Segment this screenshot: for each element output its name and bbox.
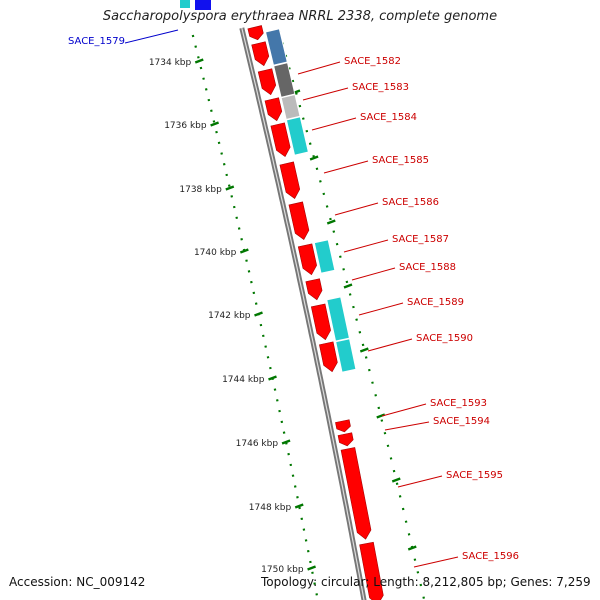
gene-label: SACE_1589 — [407, 297, 464, 308]
forward-gene-arrow — [337, 432, 354, 447]
label-leader-line — [343, 239, 389, 253]
kbp-ticks: 1734 kbp 1736 kbp 1738 kbp 1740 kbp 1742 kbp… — [149, 58, 417, 575]
forward-gene-arrow — [288, 201, 310, 240]
cyan-feature-block — [335, 338, 357, 373]
outer-tick-mark — [359, 347, 369, 353]
gene-label: SACE_1583 — [352, 82, 409, 93]
forward-gene-arrow — [319, 341, 338, 373]
topology-text: Topology: circular; Length: 8,212,805 bp… — [261, 575, 591, 589]
blue-feature-block — [265, 28, 288, 66]
blue-feature-partial — [195, 0, 211, 10]
cyan-feature-partial — [180, 0, 190, 8]
outer-tick-mark — [326, 219, 336, 225]
gene-label: SACE_1586 — [382, 197, 439, 208]
outer-tick-mark — [407, 545, 417, 551]
cyan-feature-block — [313, 239, 336, 274]
outer-tick-mark — [391, 477, 401, 483]
label-leader-line — [358, 302, 404, 316]
gene-label: SACE_1587 — [392, 234, 449, 245]
kbp-tick-label: 1750 kbp — [261, 565, 304, 575]
label-leader-line — [397, 475, 443, 488]
forward-gene-arrow — [297, 243, 317, 276]
gene-label: SACE_1588 — [399, 262, 456, 273]
forward-gene-arrow — [270, 122, 291, 158]
dark-grey-feature-block — [273, 62, 296, 98]
outer-tick-mark — [343, 283, 353, 289]
kbp-tick-mark — [225, 185, 235, 191]
forward-gene-arrow — [305, 278, 323, 301]
label-leader-line — [124, 29, 179, 44]
outer-tick-mark — [309, 155, 319, 161]
label-leader-line — [297, 61, 341, 75]
forward-gene-arrow — [247, 25, 264, 41]
forward-gene-arrow — [310, 303, 331, 341]
accession-text: Accession: NC_009142 — [9, 575, 146, 589]
label-leader-line — [323, 160, 369, 174]
label-leader-line — [302, 87, 349, 101]
label-leader-line — [334, 202, 379, 216]
kbp-tick-label: 1742 kbp — [208, 311, 251, 321]
backbone-highlight — [241, 27, 365, 600]
kbp-tick-mark — [210, 121, 220, 127]
kbp-tick-mark — [194, 58, 204, 64]
kbp-tick-mark — [307, 565, 316, 571]
label-leader-line — [351, 267, 396, 281]
gene-label: SACE_1579 — [68, 36, 125, 47]
other-features — [180, 0, 357, 373]
forward-gene-arrow — [257, 68, 277, 96]
gene-label: SACE_1596 — [462, 551, 519, 562]
diagram-title: Saccharopolyspora erythraea NRRL 2338, c… — [102, 9, 498, 24]
label-leader-line — [311, 117, 357, 131]
forward-gene-arrow — [279, 161, 301, 199]
label-leader-line — [413, 556, 459, 568]
kbp-tick-mark — [268, 375, 277, 381]
kbp-tick-mark — [239, 248, 249, 254]
kbp-tick-label: 1738 kbp — [179, 185, 222, 195]
gene-label: SACE_1585 — [372, 155, 429, 166]
kbp-tick-label: 1746 kbp — [236, 439, 279, 449]
kbp-tick-label: 1744 kbp — [222, 375, 265, 385]
label-leader-line — [367, 338, 413, 352]
forward-genes — [247, 25, 384, 600]
outer-tick-mark — [376, 413, 386, 419]
gene-label: SACE_1594 — [433, 416, 490, 427]
gene-label: SACE_1595 — [446, 470, 503, 481]
gene-label: SACE_1590 — [416, 333, 473, 344]
kbp-tick-label: 1748 kbp — [249, 503, 292, 513]
gene-label: SACE_1584 — [360, 112, 417, 123]
cyan-feature-block — [286, 116, 309, 156]
forward-gene-arrow — [251, 41, 270, 67]
gene-label: SACE_1593 — [430, 398, 487, 409]
light-grey-feature-block — [280, 94, 301, 120]
label-leader-line — [384, 421, 430, 431]
kbp-tick-label: 1740 kbp — [194, 248, 237, 258]
kbp-tick-mark — [281, 439, 291, 445]
gene-label: SACE_1582 — [344, 56, 401, 67]
kbp-tick-mark — [294, 503, 304, 509]
gene-labels: SACE_1579 SACE_1582 SACE_1583 SACE_1584 SACE… — [68, 29, 519, 568]
forward-gene-arrow — [340, 447, 372, 540]
forward-gene-arrow — [264, 97, 283, 122]
kbp-tick-label: 1734 kbp — [149, 58, 192, 68]
kbp-tick-label: 1736 kbp — [164, 121, 207, 131]
forward-gene-arrow — [335, 419, 351, 433]
cyan-feature-block — [326, 296, 350, 342]
label-leader-line — [381, 403, 427, 417]
kbp-tick-mark — [254, 311, 263, 317]
